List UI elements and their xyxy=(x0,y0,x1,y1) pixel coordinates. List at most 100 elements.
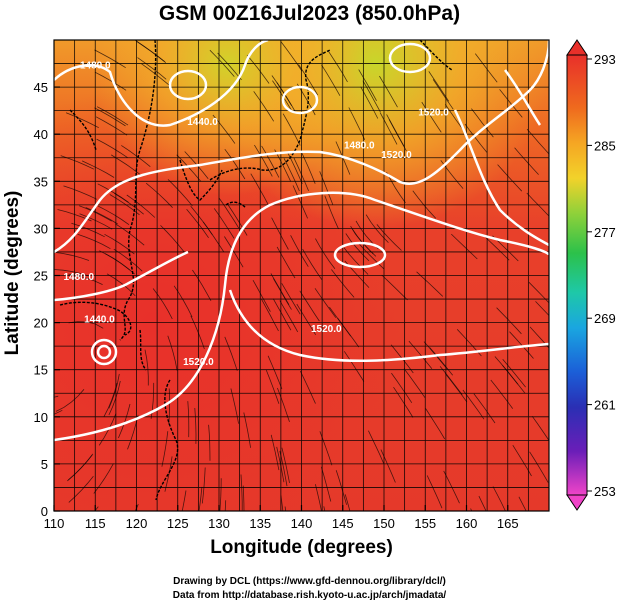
streamline xyxy=(168,388,170,425)
colorbar-tick-label: 285 xyxy=(594,138,616,153)
streamline xyxy=(443,470,460,504)
streamline xyxy=(108,373,120,409)
streamline xyxy=(299,290,320,322)
streamline xyxy=(254,144,273,177)
streamline xyxy=(320,466,332,502)
streamline xyxy=(379,75,398,108)
streamline xyxy=(103,382,118,417)
streamline xyxy=(439,366,463,396)
streamline xyxy=(271,217,289,250)
streamline xyxy=(212,114,236,144)
streamline xyxy=(272,298,292,331)
streamline xyxy=(283,158,300,192)
streamline xyxy=(282,113,301,146)
streamline xyxy=(428,71,450,102)
streamline xyxy=(270,273,290,305)
streamline xyxy=(160,225,185,253)
streamline xyxy=(358,69,377,101)
streamline xyxy=(71,222,105,238)
streamline xyxy=(451,233,478,260)
streamline xyxy=(106,273,136,297)
streamline xyxy=(167,179,193,207)
streamline xyxy=(161,431,169,467)
streamline xyxy=(201,467,206,504)
streamline xyxy=(65,112,99,129)
streamlines xyxy=(54,40,549,511)
streamline xyxy=(93,463,114,494)
colorbar-tick-label: 293 xyxy=(594,52,616,67)
y-tick-label: 25 xyxy=(34,269,48,284)
streamline xyxy=(490,379,514,409)
streamline xyxy=(535,301,549,317)
credit-drawing: Drawing by DCL (https://www.gfd-dennou.o… xyxy=(173,576,446,587)
streamline xyxy=(208,424,211,461)
streamline xyxy=(502,359,526,388)
streamline xyxy=(496,307,522,335)
streamline xyxy=(261,299,279,332)
y-tick-label: 10 xyxy=(34,410,48,425)
streamline xyxy=(526,128,549,155)
contour-label: 1520.0 xyxy=(418,107,449,118)
streamline xyxy=(429,347,454,376)
x-tick-label: 110 xyxy=(44,516,65,531)
streamline xyxy=(345,233,370,262)
chart-title: GSM 00Z16Jul2023 (850.0hPa) xyxy=(158,2,461,25)
streamline xyxy=(483,234,510,261)
streamline xyxy=(464,123,488,153)
streamline xyxy=(299,370,316,404)
graticule xyxy=(54,40,549,511)
streamline xyxy=(286,151,303,184)
streamline xyxy=(218,197,240,229)
contour-label: 1440.0 xyxy=(187,117,218,128)
streamline xyxy=(292,185,308,219)
streamline xyxy=(314,288,337,318)
streamline xyxy=(381,274,408,301)
y-tick-label: 15 xyxy=(34,363,48,378)
contour-label: 1520.0 xyxy=(381,150,412,161)
streamline xyxy=(281,447,290,483)
streamline xyxy=(474,53,498,83)
streamline xyxy=(526,192,549,217)
streamline xyxy=(96,106,129,126)
streamline xyxy=(243,412,251,448)
y-tick-label: 35 xyxy=(34,174,48,189)
contour-labels: 1480.0 1440.0 1480.0 1520.0 1520.0 1480.0 1520… xyxy=(63,60,449,368)
streamline xyxy=(95,116,128,136)
streamline xyxy=(227,204,248,236)
x-tick-label: 155 xyxy=(414,516,436,531)
streamline xyxy=(194,407,197,444)
streamline xyxy=(224,336,238,371)
streamline xyxy=(224,500,227,511)
streamline xyxy=(99,250,130,271)
streamline xyxy=(444,373,468,403)
x-tick-label: 115 xyxy=(85,516,106,531)
streamline xyxy=(81,160,115,178)
contour-label: 1480.0 xyxy=(63,272,94,283)
colorbar-tick-label: 269 xyxy=(594,311,616,326)
streamline xyxy=(350,225,374,255)
plot-area: 1480.0 1440.0 1480.0 1520.0 1520.0 1480.0 1520… xyxy=(54,40,549,511)
streamline xyxy=(426,475,443,509)
streamline xyxy=(55,389,85,412)
streamline xyxy=(96,138,128,158)
contour-label: 1520.0 xyxy=(183,357,214,368)
contour-label: 1480.0 xyxy=(80,60,111,71)
streamline xyxy=(344,494,351,511)
contour-label: 1440.0 xyxy=(84,315,115,326)
streamline xyxy=(198,486,203,511)
x-tick-label: 145 xyxy=(332,516,354,531)
credit-data: Data from http://database.rish.kyoto-u.a… xyxy=(172,590,447,601)
streamline xyxy=(209,49,235,77)
colorbar-scale xyxy=(566,54,588,496)
streamline xyxy=(408,340,433,370)
colorbar-tick-label: 253 xyxy=(594,484,616,499)
streamline xyxy=(315,484,322,511)
streamline xyxy=(126,194,156,218)
colorbar-ticks: 293 285 277 269 261 253 xyxy=(587,52,616,499)
streamline xyxy=(531,415,549,442)
streamline xyxy=(272,80,293,112)
streamline xyxy=(77,233,111,250)
streamline xyxy=(343,351,365,382)
streamline xyxy=(261,145,280,178)
